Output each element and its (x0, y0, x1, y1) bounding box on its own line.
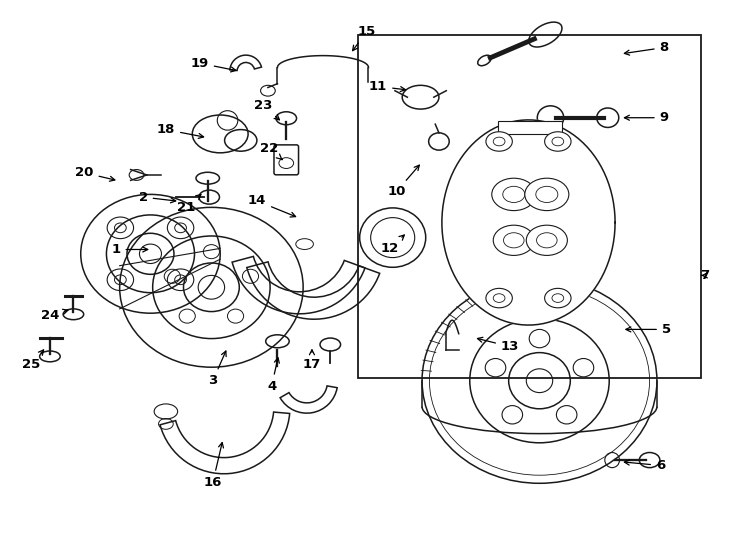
Text: 9: 9 (625, 111, 669, 124)
Text: 12: 12 (381, 235, 404, 255)
Text: 8: 8 (625, 41, 669, 55)
Text: 10: 10 (387, 165, 419, 198)
Text: 25: 25 (23, 350, 43, 371)
Text: 3: 3 (208, 351, 226, 387)
Text: 14: 14 (247, 194, 296, 217)
Text: 20: 20 (75, 166, 115, 181)
Text: 2: 2 (139, 191, 175, 204)
Bar (498, 121, 562, 134)
Text: 22: 22 (261, 142, 282, 160)
Ellipse shape (486, 132, 512, 151)
Text: 17: 17 (303, 350, 321, 371)
Text: 13: 13 (478, 338, 520, 353)
Text: 18: 18 (156, 123, 203, 138)
Text: 7: 7 (700, 269, 709, 282)
Text: 23: 23 (253, 99, 280, 120)
Text: 11: 11 (369, 80, 405, 93)
Text: 15: 15 (352, 25, 376, 51)
Ellipse shape (492, 178, 536, 211)
Polygon shape (442, 120, 615, 325)
Ellipse shape (526, 225, 567, 255)
Text: 24: 24 (40, 309, 68, 322)
Text: 5: 5 (626, 323, 671, 336)
Bar (358, 35, 701, 378)
Text: 16: 16 (203, 443, 223, 489)
Ellipse shape (493, 225, 534, 255)
Ellipse shape (525, 178, 569, 211)
Ellipse shape (545, 132, 571, 151)
Text: 19: 19 (191, 57, 236, 72)
Ellipse shape (486, 288, 512, 308)
Text: 6: 6 (625, 459, 665, 472)
Ellipse shape (545, 288, 571, 308)
Text: 4: 4 (267, 358, 280, 393)
Text: 1: 1 (112, 243, 148, 256)
Text: 21: 21 (177, 194, 201, 214)
